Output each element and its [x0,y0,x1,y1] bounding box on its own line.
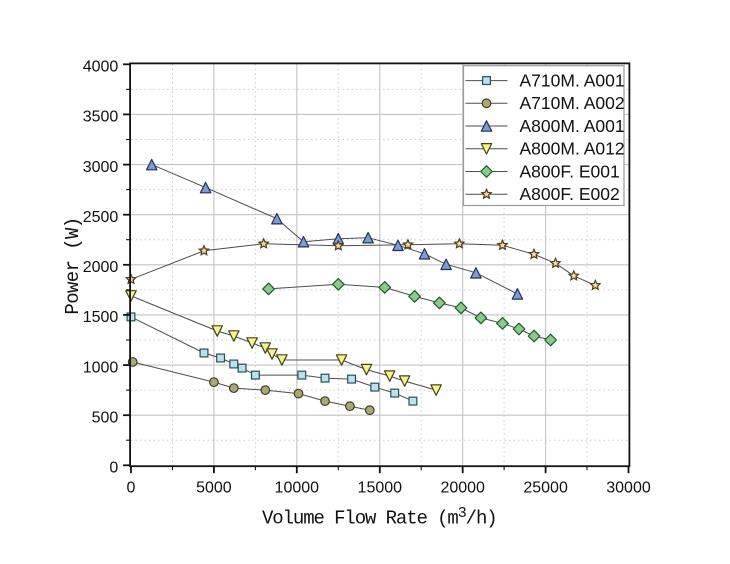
svg-text:5000: 5000 [196,479,232,496]
svg-text:20000: 20000 [440,479,485,496]
svg-text:4000: 4000 [83,59,119,76]
svg-text:2000: 2000 [83,259,119,276]
svg-text:15000: 15000 [358,479,403,496]
svg-text:10000: 10000 [275,479,320,496]
svg-text:0: 0 [127,479,136,496]
svg-text:30000: 30000 [606,479,651,496]
svg-text:A800M. A012: A800M. A012 [520,139,625,159]
svg-text:A800M. A001: A800M. A001 [520,116,625,136]
svg-text:2500: 2500 [83,209,119,226]
svg-text:0: 0 [109,460,118,477]
svg-text:A710M. A001: A710M. A001 [520,70,625,90]
svg-text:A800F. E001: A800F. E001 [520,161,620,181]
svg-text:500: 500 [92,410,119,427]
svg-text:25000: 25000 [523,479,568,496]
svg-text:A710M. A002: A710M. A002 [520,93,625,113]
svg-text:1500: 1500 [83,309,119,326]
svg-text:3000: 3000 [83,159,119,176]
svg-text:Power (W): Power (W) [62,217,84,314]
svg-text:3500: 3500 [83,109,119,126]
svg-text:A800F. E002: A800F. E002 [520,184,620,204]
svg-text:1000: 1000 [83,359,119,376]
